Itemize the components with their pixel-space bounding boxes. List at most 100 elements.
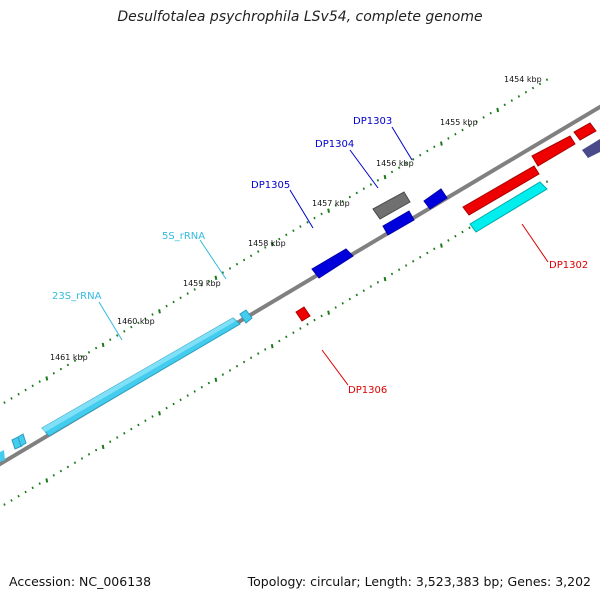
gene-label-dp1304[interactable]: DP1304 bbox=[315, 139, 354, 150]
tick-mark bbox=[221, 271, 225, 274]
feature-dark-partial[interactable] bbox=[582, 139, 600, 158]
feature-dp1304[interactable] bbox=[372, 191, 411, 220]
tick-mark bbox=[306, 221, 309, 224]
tick-mark bbox=[94, 448, 98, 452]
tick-mark bbox=[10, 397, 13, 400]
tick-mark bbox=[80, 355, 84, 358]
tick-mark bbox=[292, 229, 295, 232]
tick-mark bbox=[447, 137, 450, 140]
tick-mark bbox=[404, 264, 408, 267]
tick-mark bbox=[397, 268, 401, 271]
tick-mark bbox=[123, 330, 126, 333]
tick-mark bbox=[419, 153, 422, 157]
gene-label-dp1303[interactable]: DP1303 bbox=[353, 116, 392, 127]
tick-label-1458: 1458 kbp bbox=[248, 239, 286, 248]
tick-mark bbox=[144, 419, 147, 422]
tick-mark bbox=[390, 272, 394, 276]
tick-mark bbox=[440, 141, 443, 146]
forward-strand-features bbox=[0, 188, 448, 462]
tick-label-1455: 1455 kbp bbox=[440, 118, 478, 127]
gene-label-dp1305[interactable]: DP1305 bbox=[251, 180, 290, 191]
tick-mark bbox=[306, 323, 309, 326]
tick-mark bbox=[383, 174, 387, 180]
tick-mark bbox=[257, 250, 260, 253]
tick-mark bbox=[369, 183, 373, 186]
feature-rrna-fragment-3[interactable] bbox=[0, 450, 5, 462]
tick-mark bbox=[412, 260, 415, 263]
feature-cds-reverse-2[interactable] bbox=[573, 122, 597, 141]
tick-mark bbox=[362, 187, 365, 190]
genome-backbone bbox=[0, 104, 600, 467]
tick-mark bbox=[193, 390, 196, 393]
tick-mark bbox=[59, 469, 63, 473]
tick-mark bbox=[3, 503, 6, 506]
tick-mark bbox=[31, 486, 34, 490]
leader-dp1303 bbox=[391, 126, 413, 161]
tick-mark bbox=[404, 162, 408, 165]
tick-mark bbox=[454, 234, 457, 238]
tick-mark bbox=[327, 208, 330, 213]
feature-dp1306[interactable] bbox=[295, 306, 311, 322]
tick-mark bbox=[376, 179, 380, 182]
tick-label-1457: 1457 kbp bbox=[312, 199, 350, 208]
gene-label-dp1302[interactable]: DP1302 bbox=[549, 260, 588, 271]
map-title: Desulfotalea psychrophila LSv54, complet… bbox=[117, 9, 483, 25]
tick-mark bbox=[419, 255, 422, 259]
feature-dp1302[interactable] bbox=[462, 165, 540, 216]
tick-mark bbox=[355, 293, 358, 297]
tick-mark bbox=[412, 158, 415, 161]
feature-cds-forward-1[interactable] bbox=[382, 210, 415, 236]
feature-dp1303[interactable] bbox=[423, 188, 448, 210]
tick-mark bbox=[496, 107, 500, 113]
tick-mark bbox=[186, 292, 189, 295]
tick-mark bbox=[24, 490, 27, 494]
tick-mark bbox=[130, 427, 133, 431]
feature-rrna-fragment-1[interactable] bbox=[11, 436, 23, 450]
tick-mark bbox=[165, 304, 168, 308]
tick-mark bbox=[38, 482, 41, 485]
tick-mark bbox=[214, 275, 218, 280]
reverse-strand-features bbox=[295, 122, 600, 322]
tick-mark bbox=[313, 216, 316, 220]
tick-mark bbox=[235, 262, 239, 266]
feature-cyan-reverse[interactable] bbox=[469, 181, 548, 233]
label-leader-lines bbox=[98, 126, 549, 386]
tick-mark bbox=[461, 128, 464, 132]
accession-text: Accession: NC_006138 bbox=[9, 574, 152, 589]
feature-5s-rrna[interactable] bbox=[239, 309, 253, 324]
tick-mark bbox=[151, 415, 154, 418]
tick-mark bbox=[101, 342, 105, 348]
tick-mark bbox=[517, 95, 521, 98]
tick-mark bbox=[285, 233, 288, 237]
tick-mark bbox=[503, 103, 506, 107]
tick-mark bbox=[348, 297, 351, 301]
gene-label-23s-rrna[interactable]: 23S_rRNA bbox=[52, 291, 102, 302]
tick-mark bbox=[348, 195, 351, 199]
tick-label-1454: 1454 kbp bbox=[504, 75, 542, 84]
gene-label-5s-rrna[interactable]: 5S_rRNA bbox=[162, 231, 205, 242]
tick-mark bbox=[80, 457, 84, 460]
tick-mark bbox=[207, 381, 210, 385]
tick-mark bbox=[320, 314, 323, 318]
leader-dp1304 bbox=[349, 149, 379, 189]
tick-mark bbox=[334, 306, 337, 309]
tick-mark bbox=[179, 296, 182, 300]
gene-label-dp1306[interactable]: DP1306 bbox=[348, 385, 387, 396]
feature-dp1305[interactable] bbox=[311, 248, 354, 279]
tick-mark bbox=[31, 384, 34, 388]
genome-stats-text: Topology: circular; Length: 3,523,383 bp… bbox=[247, 574, 591, 589]
tick-mark bbox=[355, 191, 358, 195]
feature-cds-reverse-1[interactable] bbox=[531, 135, 576, 167]
tick-mark bbox=[38, 380, 41, 383]
tick-mark bbox=[341, 302, 344, 305]
tick-mark bbox=[299, 327, 302, 330]
tick-mark bbox=[193, 288, 196, 291]
tick-mark bbox=[447, 239, 450, 242]
tick-mark bbox=[228, 267, 232, 270]
tick-mark bbox=[17, 494, 20, 498]
tick-label-1461: 1461 kbp bbox=[50, 353, 88, 362]
tick-mark bbox=[172, 402, 175, 406]
feature-rrna-fragment-2[interactable] bbox=[17, 433, 27, 447]
feature-23s-rrna[interactable] bbox=[41, 317, 241, 437]
tick-mark bbox=[426, 149, 429, 153]
